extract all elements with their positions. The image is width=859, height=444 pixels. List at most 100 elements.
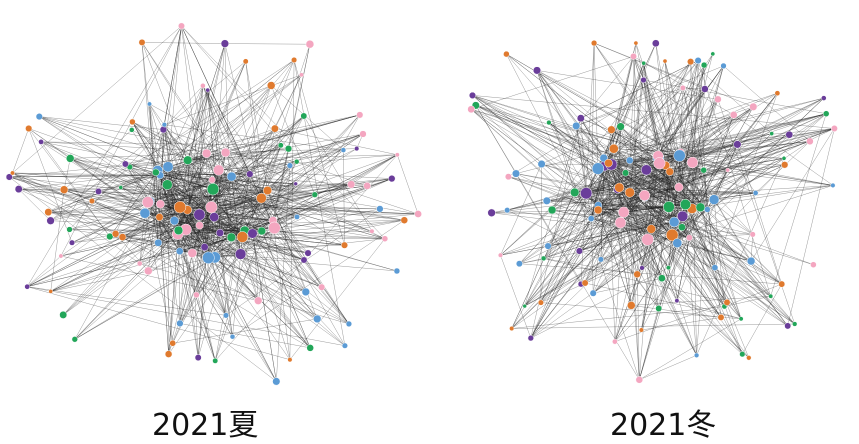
network-node-green bbox=[769, 294, 773, 298]
network-node-purple bbox=[577, 115, 584, 122]
network-node-blue bbox=[753, 190, 758, 195]
network-node-blue bbox=[313, 315, 321, 323]
network-node-blue bbox=[512, 170, 520, 178]
network-node-blue bbox=[694, 353, 699, 358]
network-edge bbox=[27, 287, 290, 360]
network-node-orange bbox=[256, 193, 266, 203]
network-node-blue bbox=[504, 207, 510, 213]
network-node-pink bbox=[306, 40, 314, 48]
network-node-purple bbox=[786, 131, 793, 138]
network-node-blue bbox=[287, 163, 293, 169]
network-node-pink bbox=[750, 103, 758, 111]
network-node-orange bbox=[605, 159, 613, 167]
network-edge bbox=[639, 355, 696, 380]
network-node-orange bbox=[775, 91, 780, 96]
network-node-green bbox=[307, 344, 314, 351]
network-node-orange bbox=[165, 351, 172, 358]
network-node-pink bbox=[618, 207, 629, 218]
network-edge bbox=[476, 105, 581, 284]
network-edge bbox=[685, 205, 741, 319]
network-node-orange bbox=[243, 59, 248, 64]
network-node-blue bbox=[572, 122, 580, 130]
network-node-blue bbox=[147, 102, 151, 106]
network-node-green bbox=[666, 266, 670, 270]
network-node-purple bbox=[69, 240, 75, 246]
network-node-pink bbox=[415, 210, 422, 217]
network-node-pink bbox=[202, 149, 211, 158]
network-node-green bbox=[227, 233, 236, 242]
network-node-green bbox=[547, 120, 552, 125]
network-node-green bbox=[183, 156, 192, 165]
network-node-blue bbox=[140, 208, 150, 218]
network-node-pink bbox=[750, 232, 756, 238]
network-node-orange bbox=[647, 225, 656, 234]
network-node-orange bbox=[341, 242, 348, 249]
network-node-green bbox=[663, 201, 674, 212]
network-node-pink bbox=[382, 236, 388, 242]
network-node-pink bbox=[144, 267, 152, 275]
network-node-green bbox=[770, 132, 774, 136]
network-node-green bbox=[301, 113, 307, 119]
network-node-orange bbox=[288, 357, 293, 362]
network-node-pink bbox=[364, 182, 371, 189]
network-node-purple bbox=[388, 175, 395, 182]
network-node-green bbox=[119, 185, 123, 189]
network-node-blue bbox=[377, 206, 384, 213]
network-node-pink bbox=[59, 254, 63, 258]
network-node-green bbox=[174, 226, 183, 235]
network-node-orange bbox=[129, 119, 135, 125]
network-node-purple bbox=[210, 213, 219, 222]
network-node-green bbox=[622, 170, 629, 177]
network-node-orange bbox=[267, 82, 275, 90]
network-node-purple bbox=[206, 88, 210, 92]
network-node-orange bbox=[718, 314, 724, 320]
network-node-pink bbox=[831, 125, 837, 131]
network-edge bbox=[27, 256, 61, 287]
network-panel-summer: 2021夏 bbox=[0, 0, 430, 441]
network-node-green bbox=[658, 275, 665, 282]
network-node-pink bbox=[612, 339, 617, 344]
network-node-pink bbox=[360, 131, 367, 138]
network-node-blue bbox=[592, 163, 604, 175]
network-edge bbox=[75, 230, 179, 339]
network-node-purple bbox=[201, 243, 208, 250]
network-node-purple bbox=[95, 188, 101, 194]
network-node-orange bbox=[45, 208, 52, 215]
network-edge bbox=[541, 164, 542, 303]
network-node-green bbox=[792, 322, 797, 327]
network-node-orange bbox=[271, 125, 278, 132]
network-node-pink bbox=[206, 201, 218, 213]
network-node-purple bbox=[25, 284, 30, 289]
network-node-purple bbox=[221, 40, 229, 48]
network-edge bbox=[742, 284, 781, 354]
network-node-purple bbox=[305, 250, 312, 257]
network-node-blue bbox=[588, 216, 594, 222]
network-node-orange bbox=[174, 201, 186, 213]
network-node-pink bbox=[299, 73, 303, 77]
network-node-pink bbox=[347, 181, 355, 189]
network-node-green bbox=[67, 227, 73, 233]
network-node-purple bbox=[15, 185, 22, 192]
network-edge bbox=[537, 70, 609, 163]
network-node-pink bbox=[468, 106, 475, 113]
network-node-orange bbox=[639, 328, 644, 333]
network-node-green bbox=[258, 227, 266, 235]
network-node-blue bbox=[302, 288, 310, 296]
network-node-green bbox=[656, 305, 662, 311]
network-node-pink bbox=[630, 53, 636, 59]
network-node-purple bbox=[488, 209, 496, 217]
network-node-purple bbox=[580, 188, 592, 200]
network-node-blue bbox=[669, 217, 679, 227]
network-node-purple bbox=[785, 323, 791, 329]
network-node-purple bbox=[235, 249, 246, 260]
network-node-pink bbox=[675, 183, 684, 192]
network-node-purple bbox=[47, 217, 55, 225]
network-node-orange bbox=[112, 230, 119, 237]
network-node-green bbox=[278, 143, 283, 148]
network-node-purple bbox=[248, 229, 258, 239]
network-node-blue bbox=[516, 261, 522, 267]
network-node-orange bbox=[509, 326, 514, 331]
network-node-blue bbox=[202, 252, 214, 264]
network-edge bbox=[268, 191, 322, 288]
network-node-purple bbox=[39, 139, 44, 144]
